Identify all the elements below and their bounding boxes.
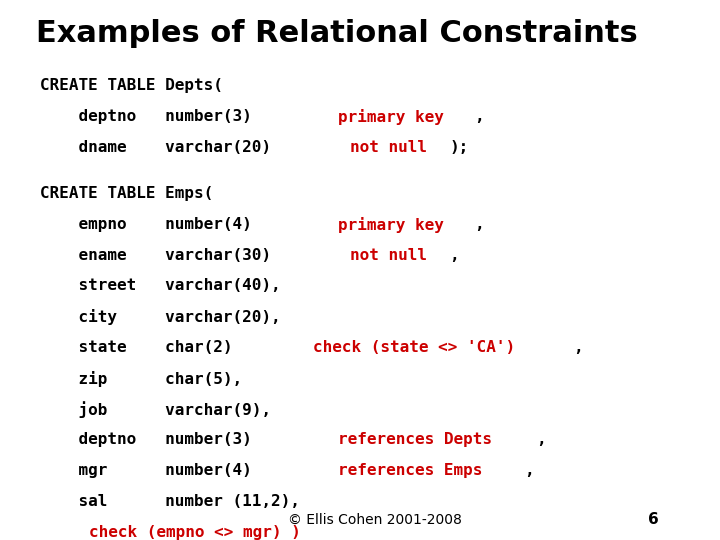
Text: not null: not null <box>350 248 427 262</box>
Text: ,: , <box>474 217 484 232</box>
Text: 6: 6 <box>648 511 659 526</box>
Text: ename    varchar(30): ename varchar(30) <box>40 248 280 262</box>
Text: ,: , <box>449 248 459 262</box>
Text: sal      number (11,2),: sal number (11,2), <box>40 494 300 509</box>
Text: check (state <> 'CA'): check (state <> 'CA') <box>312 340 515 355</box>
Text: dname    varchar(20): dname varchar(20) <box>40 140 280 155</box>
Text: ,: , <box>474 109 484 124</box>
Text: check (empno <> mgr) ): check (empno <> mgr) ) <box>89 525 301 539</box>
Text: references Emps: references Emps <box>338 463 482 478</box>
Text: ,: , <box>574 340 583 355</box>
Text: mgr      number(4): mgr number(4) <box>40 463 271 478</box>
Text: state    char(2): state char(2) <box>40 340 251 355</box>
Text: © Ellis Cohen 2001-2008: © Ellis Cohen 2001-2008 <box>288 512 462 526</box>
Text: empno    number(4): empno number(4) <box>40 217 271 232</box>
Text: zip      char(5),: zip char(5), <box>40 371 242 387</box>
Text: CREATE TABLE Emps(: CREATE TABLE Emps( <box>40 186 213 201</box>
Text: );: ); <box>449 140 469 155</box>
Text: ,: , <box>536 433 546 447</box>
Text: CREATE TABLE Depts(: CREATE TABLE Depts( <box>40 78 222 93</box>
Text: references Depts: references Depts <box>338 433 492 447</box>
Text: not null: not null <box>350 140 427 155</box>
Text: deptno   number(3): deptno number(3) <box>40 433 271 447</box>
Text: street   varchar(40),: street varchar(40), <box>40 279 280 293</box>
Text: deptno   number(3): deptno number(3) <box>40 109 271 124</box>
Text: city     varchar(20),: city varchar(20), <box>40 309 280 325</box>
Text: Examples of Relational Constraints: Examples of Relational Constraints <box>36 19 638 48</box>
Text: primary key: primary key <box>338 109 444 125</box>
Text: ,: , <box>524 463 534 478</box>
Text: primary key: primary key <box>338 217 444 233</box>
Text: job      varchar(9),: job varchar(9), <box>40 402 271 418</box>
